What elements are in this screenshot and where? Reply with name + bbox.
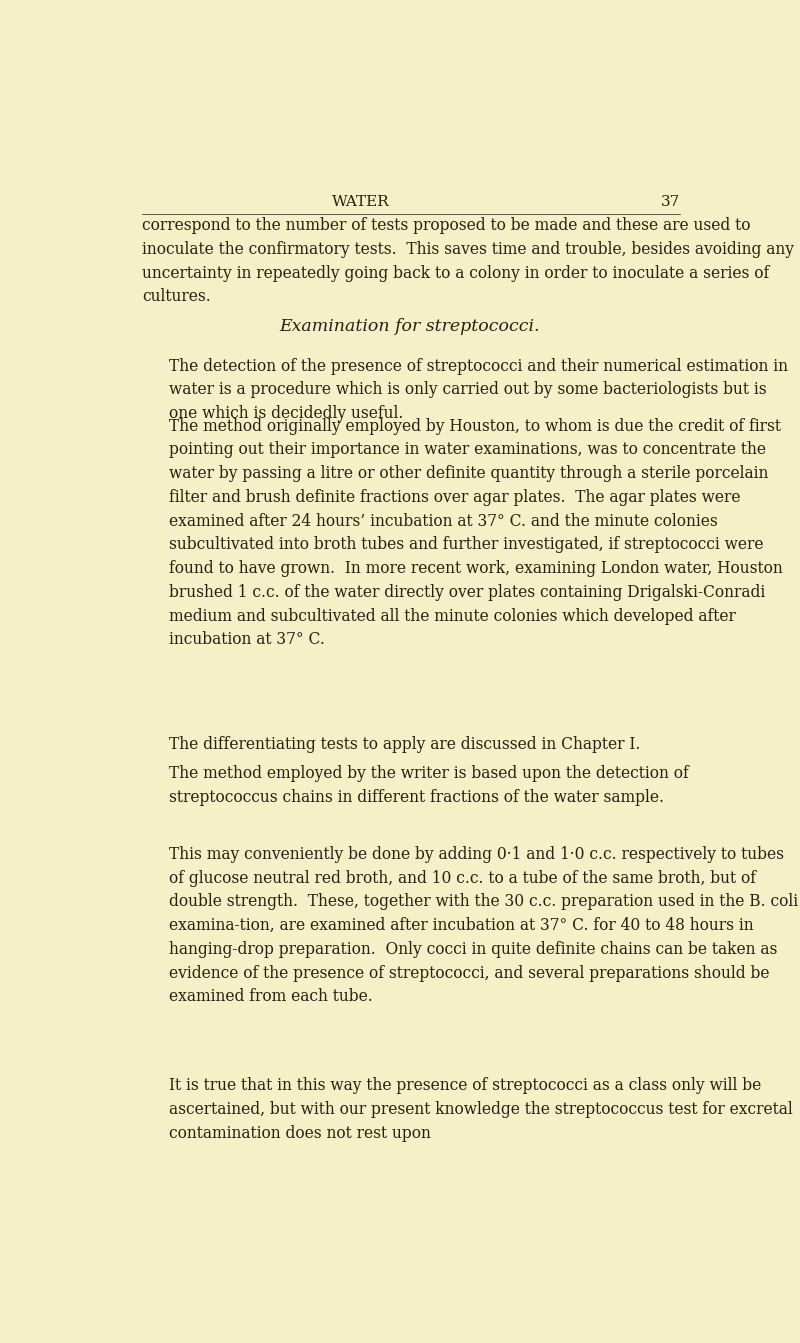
Text: correspond to the number of tests proposed to be made and these are used to inoc: correspond to the number of tests propos… bbox=[142, 218, 794, 305]
Text: The differentiating tests to apply are discussed in Chapter I.: The differentiating tests to apply are d… bbox=[170, 736, 641, 753]
Text: The method originally employed by Houston, to whom is due the credit of first po: The method originally employed by Housto… bbox=[170, 418, 783, 649]
Text: 37: 37 bbox=[661, 195, 680, 210]
Text: The detection of the presence of streptococci and their numerical estimation in : The detection of the presence of strepto… bbox=[170, 357, 789, 422]
Text: It is true that in this way the presence of streptococci as a class only will be: It is true that in this way the presence… bbox=[170, 1077, 793, 1142]
Text: The method employed by the writer is based upon the detection of streptococcus c: The method employed by the writer is bas… bbox=[170, 766, 689, 806]
Text: This may conveniently be done by adding 0·1 and 1·0 c.c. respectively to tubes o: This may conveniently be done by adding … bbox=[170, 846, 798, 1006]
Text: Examination for streptococci.: Examination for streptococci. bbox=[280, 318, 540, 336]
Text: WATER: WATER bbox=[331, 195, 390, 210]
